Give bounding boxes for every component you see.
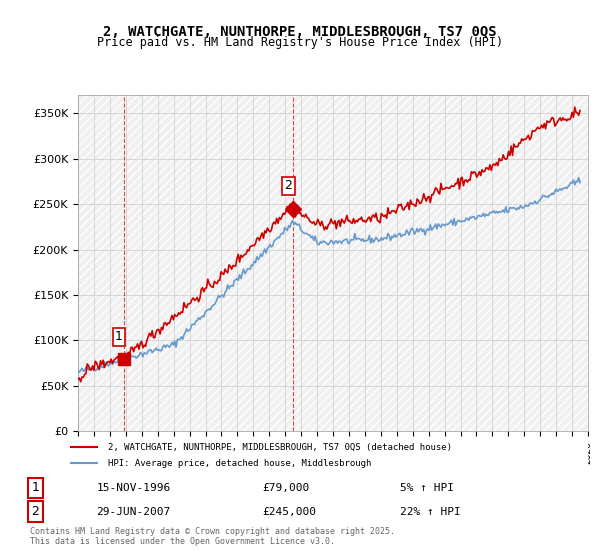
Text: 2, WATCHGATE, NUNTHORPE, MIDDLESBROUGH, TS7 0QS (detached house): 2, WATCHGATE, NUNTHORPE, MIDDLESBROUGH, … xyxy=(107,442,452,451)
Text: HPI: Average price, detached house, Middlesbrough: HPI: Average price, detached house, Midd… xyxy=(107,459,371,468)
Text: 1: 1 xyxy=(32,482,40,494)
Text: Price paid vs. HM Land Registry's House Price Index (HPI): Price paid vs. HM Land Registry's House … xyxy=(97,36,503,49)
Text: 15-NOV-1996: 15-NOV-1996 xyxy=(96,483,170,493)
Text: £79,000: £79,000 xyxy=(262,483,309,493)
Text: 2, WATCHGATE, NUNTHORPE, MIDDLESBROUGH, TS7 0QS: 2, WATCHGATE, NUNTHORPE, MIDDLESBROUGH, … xyxy=(103,25,497,39)
Text: 5% ↑ HPI: 5% ↑ HPI xyxy=(400,483,454,493)
FancyBboxPatch shape xyxy=(0,0,600,532)
Text: 1: 1 xyxy=(115,330,123,343)
Text: 2: 2 xyxy=(284,179,292,193)
Text: £245,000: £245,000 xyxy=(262,507,316,517)
Text: Contains HM Land Registry data © Crown copyright and database right 2025.
This d: Contains HM Land Registry data © Crown c… xyxy=(30,526,395,546)
Text: 22% ↑ HPI: 22% ↑ HPI xyxy=(400,507,461,517)
FancyBboxPatch shape xyxy=(0,426,600,484)
Text: 29-JUN-2007: 29-JUN-2007 xyxy=(96,507,170,517)
Text: 2: 2 xyxy=(32,505,40,518)
